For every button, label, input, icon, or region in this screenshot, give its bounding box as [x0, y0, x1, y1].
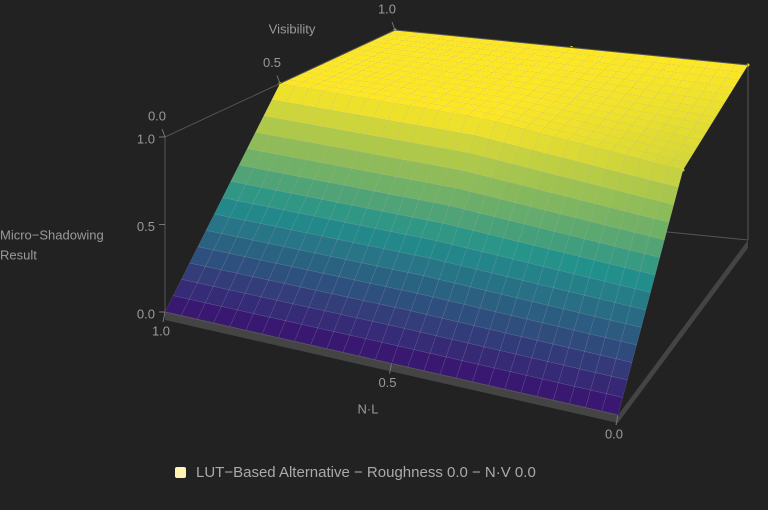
- box-edge: [394, 29, 749, 66]
- legend-swatch: [175, 467, 186, 478]
- surface-patch: [606, 376, 628, 398]
- x-tick: [389, 363, 392, 374]
- y-tick: [276, 75, 281, 84]
- y-tick: [161, 128, 166, 138]
- x-tick-label: 0.0: [605, 426, 623, 441]
- z-tick-label: 0.0: [137, 306, 155, 321]
- x-tick: [162, 311, 166, 323]
- surface-patch: [682, 136, 702, 148]
- surface-patch: [692, 122, 712, 133]
- x-tick: [615, 414, 619, 426]
- surface-patch: [696, 114, 716, 126]
- x-tick-label: 0.5: [378, 375, 396, 390]
- z-tick-label: 0.5: [137, 219, 155, 234]
- y-tick: [391, 21, 396, 31]
- surface-patch: [634, 271, 656, 293]
- y-tick-label: 0.0: [148, 108, 166, 123]
- surface-patch: [715, 85, 735, 96]
- y-tick-label: 0.5: [263, 55, 281, 70]
- x-axis-label: N·L: [358, 401, 379, 416]
- surface-patch: [639, 253, 661, 276]
- z-axis-label: Result: [0, 247, 37, 262]
- surface-point: [480, 116, 483, 120]
- x-tick-label: 1.0: [152, 323, 170, 338]
- y-axis-label: Visibility: [269, 21, 316, 36]
- z-axis-label: Micro−Shadowing: [0, 227, 104, 242]
- surface-point: [681, 168, 685, 172]
- surface-patch: [668, 158, 689, 171]
- surface-patch: [611, 358, 633, 381]
- z-tick-label: 1.0: [137, 131, 155, 146]
- surface-patch: [653, 200, 675, 223]
- y-tick-label: 1.0: [378, 1, 396, 16]
- legend-label: LUT−Based Alternative − Roughness 0.0 − …: [196, 464, 536, 481]
- surface-patch: [644, 235, 665, 258]
